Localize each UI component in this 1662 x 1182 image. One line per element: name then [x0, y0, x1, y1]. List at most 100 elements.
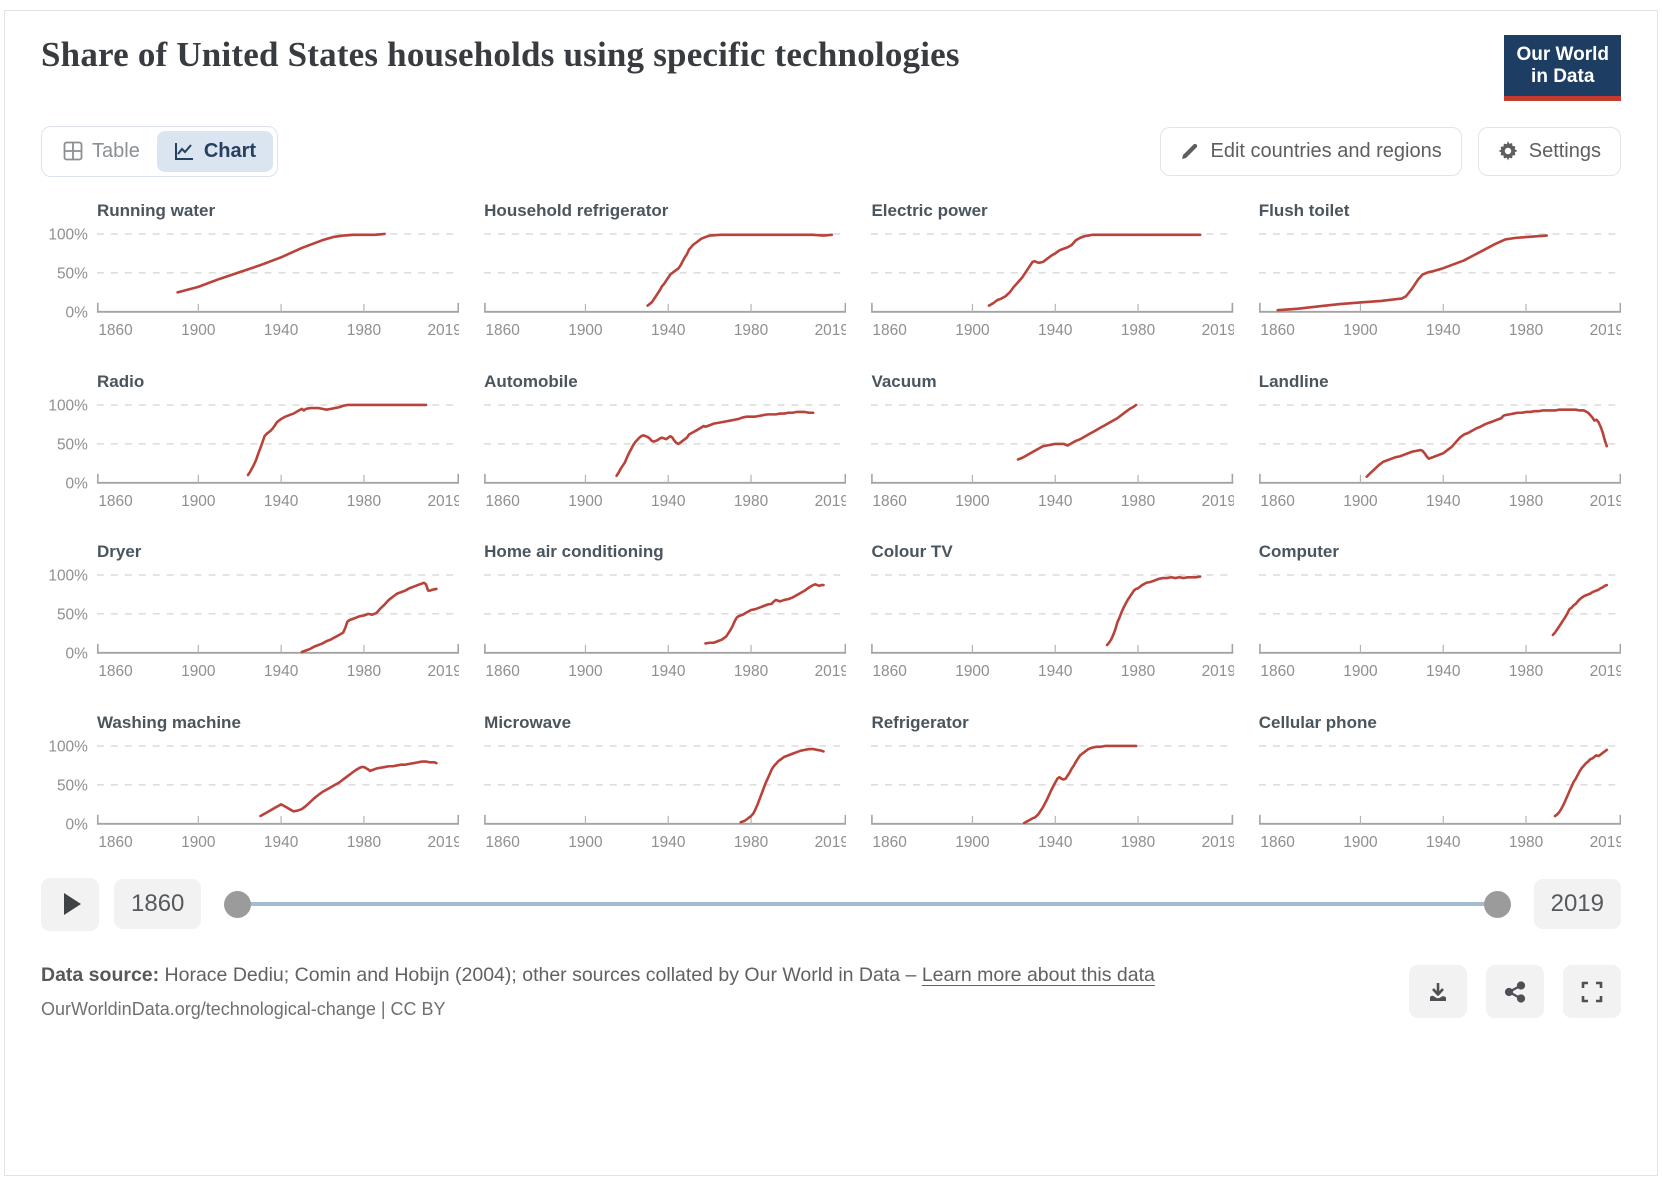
svg-text:1980: 1980: [1509, 322, 1543, 339]
svg-text:1860: 1860: [98, 834, 132, 851]
svg-text:1900: 1900: [1343, 663, 1377, 680]
svg-text:1900: 1900: [568, 663, 602, 680]
download-button[interactable]: [1409, 965, 1467, 1019]
svg-text:1980: 1980: [1509, 834, 1543, 851]
svg-text:1940: 1940: [264, 663, 298, 680]
timeline-start-year[interactable]: 1860: [114, 879, 202, 930]
facet-chart[interactable]: 1860 1900 1940 1980 2019: [1258, 565, 1621, 687]
fullscreen-icon: [1581, 981, 1603, 1003]
svg-text:2019: 2019: [1202, 663, 1234, 680]
svg-text:1980: 1980: [347, 663, 381, 680]
svg-text:1900: 1900: [1343, 322, 1377, 339]
facet-chart[interactable]: 1860 1900 1940 1980 2019: [1258, 736, 1621, 858]
svg-text:1940: 1940: [264, 492, 298, 509]
timeline-track-bar[interactable]: [230, 902, 1505, 907]
svg-text:1860: 1860: [873, 834, 907, 851]
timeline-handle-start[interactable]: [224, 891, 252, 919]
svg-text:1900: 1900: [181, 492, 215, 509]
svg-text:2019: 2019: [427, 322, 459, 339]
facet-chart[interactable]: 1860 1900 1940 1980 2019: [871, 395, 1234, 517]
svg-text:1940: 1940: [1038, 322, 1072, 339]
facet-landline: Landline 1860 1900 1940 1980 2019: [1259, 372, 1621, 517]
line-series: [1365, 407, 1608, 478]
svg-text:1980: 1980: [1509, 492, 1543, 509]
play-button[interactable]: [41, 877, 99, 931]
facet-washing-machine: Washing machine 1860 1900 1940 1980 2019 0% 50%…: [41, 713, 459, 858]
svg-text:1900: 1900: [181, 834, 215, 851]
tab-chart[interactable]: Chart: [156, 130, 274, 172]
facet-automobile: Automobile 1860 1900 1940 1980 2019: [484, 372, 846, 517]
line-chart-icon: [174, 141, 195, 161]
timeline-track[interactable]: [224, 890, 1511, 919]
facet-chart[interactable]: 1860 1900 1940 1980 2019: [484, 395, 846, 517]
facet-home-air-conditioning: Home air conditioning 1860 1900 1940 1980 201…: [484, 542, 846, 687]
owid-logo[interactable]: Our World in Data: [1504, 35, 1621, 101]
footer: Data source: Horace Dediu; Comin and Hob…: [41, 961, 1621, 1020]
svg-text:1900: 1900: [181, 663, 215, 680]
facet-running-water: Running water 1860 1900 1940 1980 2019 0% 50% 10…: [41, 201, 459, 346]
facet-flush-toilet: Flush toilet 1860 1900 1940 1980 2019: [1259, 201, 1621, 346]
share-button[interactable]: [1486, 965, 1544, 1019]
facet-chart[interactable]: 1860 1900 1940 1980 2019: [484, 224, 846, 346]
download-icon: [1426, 980, 1450, 1004]
line-series: [1553, 748, 1608, 818]
timeline-handle-end[interactable]: [1483, 891, 1511, 919]
line-series: [704, 583, 825, 646]
facet-vacuum: Vacuum 1860 1900 1940 1980 2019: [871, 372, 1233, 517]
facet-chart[interactable]: 1860 1900 1940 1980 2019 0% 50% 100%: [41, 736, 459, 858]
svg-text:50%: 50%: [57, 607, 88, 624]
svg-text:1900: 1900: [956, 492, 990, 509]
svg-text:2019: 2019: [427, 492, 459, 509]
tab-table[interactable]: Table: [46, 131, 157, 172]
facet-chart[interactable]: 1860 1900 1940 1980 2019 0% 50% 100%: [41, 565, 459, 687]
svg-text:1860: 1860: [486, 492, 520, 509]
learn-more-link[interactable]: Learn more about this data: [921, 963, 1155, 986]
facet-chart[interactable]: 1860 1900 1940 1980 2019: [484, 565, 846, 687]
line-series: [1017, 403, 1138, 461]
line-series: [1276, 234, 1548, 312]
settings-button[interactable]: Settings: [1477, 126, 1621, 176]
facet-chart[interactable]: 1860 1900 1940 1980 2019: [484, 736, 846, 858]
facet-title: Running water: [97, 200, 216, 220]
svg-text:1860: 1860: [1260, 663, 1294, 680]
facet-chart[interactable]: 1860 1900 1940 1980 2019: [1258, 224, 1621, 346]
svg-text:1900: 1900: [1343, 492, 1377, 509]
fullscreen-button[interactable]: [1563, 965, 1621, 1019]
facet-title: Landline: [1258, 371, 1329, 391]
svg-text:1860: 1860: [1260, 834, 1294, 851]
line-series: [615, 410, 815, 477]
svg-text:1980: 1980: [347, 492, 381, 509]
svg-text:2019: 2019: [1589, 322, 1621, 339]
edit-countries-button[interactable]: Edit countries and regions: [1160, 126, 1462, 176]
svg-text:2019: 2019: [1202, 492, 1234, 509]
page-title: Share of United States households using …: [41, 35, 960, 74]
facet-chart[interactable]: 1860 1900 1940 1980 2019 0% 50% 100%: [41, 224, 459, 346]
svg-text:1980: 1980: [734, 322, 768, 339]
facet-title: Electric power: [871, 200, 988, 220]
svg-text:100%: 100%: [48, 397, 88, 414]
facet-radio: Radio 1860 1900 1940 1980 2019 0% 50% 100%: [41, 372, 459, 517]
facet-household-refrigerator: Household refrigerator 1860 1900 1940 1980 20…: [484, 201, 846, 346]
facet-chart[interactable]: 1860 1900 1940 1980 2019: [871, 565, 1234, 687]
svg-text:1980: 1980: [734, 834, 768, 851]
svg-text:1900: 1900: [568, 322, 602, 339]
facet-title: Home air conditioning: [484, 542, 664, 562]
facet-chart[interactable]: 1860 1900 1940 1980 2019: [871, 736, 1234, 858]
facet-chart[interactable]: 1860 1900 1940 1980 2019: [1258, 395, 1621, 517]
facet-chart[interactable]: 1860 1900 1940 1980 2019 0% 50% 100%: [41, 395, 459, 517]
action-buttons: [1409, 965, 1621, 1019]
svg-text:100%: 100%: [48, 568, 88, 585]
svg-text:1980: 1980: [1121, 663, 1155, 680]
timeline-end-year[interactable]: 2019: [1533, 879, 1621, 930]
facet-chart[interactable]: 1860 1900 1940 1980 2019: [871, 224, 1234, 346]
svg-text:2019: 2019: [427, 663, 459, 680]
svg-text:2019: 2019: [1589, 834, 1621, 851]
svg-text:2019: 2019: [1589, 663, 1621, 680]
svg-text:100%: 100%: [48, 226, 88, 243]
share-icon: [1503, 980, 1527, 1004]
facet-title: Refrigerator: [871, 713, 969, 733]
svg-text:1940: 1940: [1038, 663, 1072, 680]
settings-label: Settings: [1528, 139, 1601, 162]
svg-text:1860: 1860: [486, 834, 520, 851]
svg-text:1940: 1940: [1426, 663, 1460, 680]
